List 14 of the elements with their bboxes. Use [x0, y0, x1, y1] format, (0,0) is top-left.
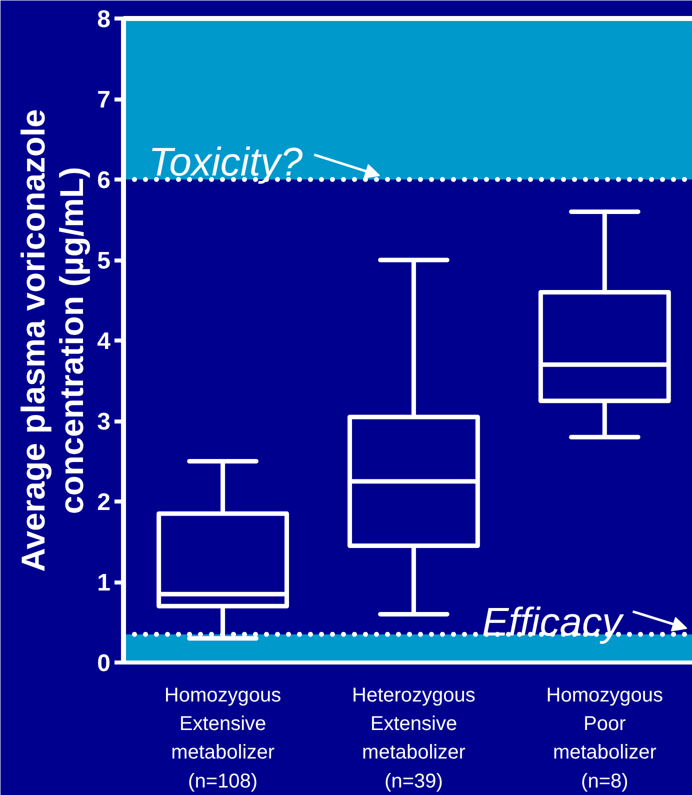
x-tick-label: Homozygous Poor metabolizer (n=8) [546, 684, 664, 792]
ref-line-label: Toxicity? [148, 140, 304, 185]
y-tick-label: 5 [97, 248, 111, 274]
y-tick-label: 6 [97, 167, 111, 194]
y-tick-label: 8 [97, 6, 111, 33]
y-tick-label: 7 [97, 86, 111, 114]
x-tick-label: Heterozygous Extensive metabolizer (n=39) [352, 684, 476, 792]
y-tick-label: 3 [97, 408, 111, 436]
y-tick-label: 2 [97, 489, 111, 516]
x-tick-label: Homozygous Extensive metabolizer (n=108) [164, 684, 282, 792]
y-axis-title: Average plasma voriconazole concentration (µg/mL) [14, 109, 90, 572]
y-tick-label: 4 [97, 328, 112, 355]
y-tick-label: 1 [97, 570, 111, 596]
y-tick-label: 0 [97, 650, 111, 677]
